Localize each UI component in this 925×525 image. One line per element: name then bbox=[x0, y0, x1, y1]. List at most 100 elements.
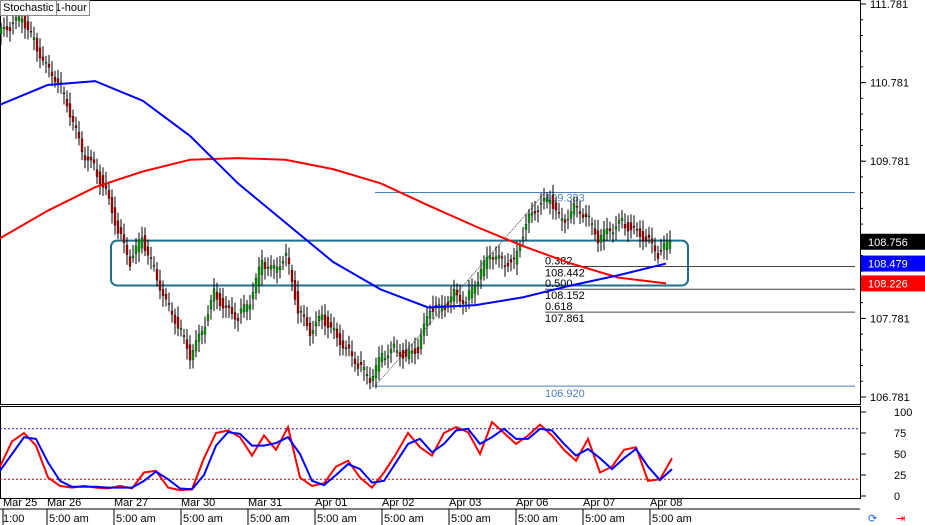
candle bbox=[377, 357, 381, 372]
candle bbox=[560, 218, 564, 221]
candle bbox=[584, 213, 588, 218]
date-label: Mar 25 bbox=[3, 497, 37, 509]
date-label: Mar 30 bbox=[181, 497, 215, 509]
candle bbox=[86, 156, 90, 161]
ma-red-line bbox=[0, 157, 667, 285]
candle bbox=[581, 214, 585, 218]
candle bbox=[338, 333, 342, 346]
candle bbox=[416, 347, 420, 354]
candle bbox=[641, 231, 645, 242]
candle bbox=[554, 202, 558, 211]
candle bbox=[494, 256, 498, 260]
candle bbox=[632, 226, 636, 228]
candle bbox=[119, 227, 123, 234]
candle bbox=[98, 171, 102, 185]
candle bbox=[422, 323, 426, 336]
candle bbox=[218, 293, 222, 307]
candle bbox=[209, 300, 213, 310]
candle bbox=[614, 226, 618, 230]
candle bbox=[518, 245, 522, 251]
candle bbox=[272, 264, 276, 269]
fib-price-label: 108.442 bbox=[545, 267, 585, 279]
candle bbox=[26, 21, 30, 31]
date-label: Mar 27 bbox=[114, 497, 148, 509]
candle bbox=[482, 260, 486, 276]
candle bbox=[110, 197, 114, 213]
time-label: 5:00 am bbox=[183, 513, 223, 525]
candle bbox=[257, 266, 261, 286]
time-label: 1:00 bbox=[3, 513, 24, 525]
candle bbox=[146, 246, 150, 256]
time-label: 5:00 am bbox=[451, 513, 491, 525]
candle bbox=[158, 280, 162, 291]
candle bbox=[224, 305, 228, 308]
candle bbox=[344, 347, 348, 350]
fib-high-label: 109.383 bbox=[545, 192, 585, 204]
stochastic-panel bbox=[0, 406, 861, 499]
candle bbox=[419, 335, 423, 349]
candle bbox=[515, 250, 519, 265]
candle bbox=[491, 257, 495, 260]
candle bbox=[569, 211, 573, 219]
candle bbox=[167, 303, 171, 305]
time-label: 5:00 am bbox=[317, 513, 357, 525]
candle bbox=[440, 305, 444, 312]
candle bbox=[269, 265, 273, 270]
candle bbox=[452, 289, 456, 302]
candle bbox=[188, 344, 192, 361]
stoch-tick-label: 25 bbox=[894, 470, 906, 482]
fib-ratio-label: 0.382 bbox=[545, 255, 573, 267]
candle bbox=[662, 243, 666, 250]
candle bbox=[323, 314, 327, 326]
candle bbox=[215, 291, 219, 300]
candle bbox=[248, 304, 252, 310]
candle bbox=[335, 328, 339, 338]
candle bbox=[50, 71, 54, 76]
date-label: Mar 31 bbox=[248, 497, 282, 509]
date-label: Mar 26 bbox=[47, 497, 81, 509]
candle bbox=[365, 374, 369, 377]
candle bbox=[593, 228, 597, 235]
candle bbox=[605, 228, 609, 234]
candle bbox=[551, 194, 555, 209]
candle bbox=[143, 235, 147, 251]
candle bbox=[227, 305, 231, 308]
time-label: 5:00 am bbox=[518, 513, 558, 525]
candle bbox=[410, 351, 414, 354]
candle bbox=[587, 215, 591, 218]
candle bbox=[212, 288, 216, 302]
candle bbox=[539, 203, 543, 205]
time-label: 5:00 am bbox=[49, 513, 89, 525]
current-price-label: 108.479 bbox=[868, 259, 908, 271]
candle bbox=[260, 259, 264, 275]
candle bbox=[473, 286, 477, 294]
stochastic-title: Stochastic bbox=[0, 0, 57, 16]
stoch-tick-label: 0 bbox=[894, 491, 900, 503]
candle bbox=[206, 314, 210, 321]
candle bbox=[449, 296, 453, 303]
date-label: Apr 01 bbox=[315, 497, 347, 509]
candle bbox=[299, 311, 303, 313]
candle bbox=[77, 131, 81, 139]
candle bbox=[557, 212, 561, 214]
date-label: Apr 02 bbox=[382, 497, 414, 509]
candle bbox=[290, 269, 294, 282]
candle bbox=[239, 308, 243, 314]
candle bbox=[356, 363, 360, 369]
candle bbox=[623, 224, 627, 229]
fib-low-label: 106.920 bbox=[545, 388, 585, 400]
candle bbox=[311, 330, 315, 334]
candle bbox=[332, 327, 336, 331]
candle bbox=[242, 304, 246, 312]
candle bbox=[44, 62, 48, 64]
candle bbox=[65, 99, 69, 107]
stoch-tick-label: 100 bbox=[894, 407, 912, 419]
candle bbox=[95, 169, 99, 177]
candle bbox=[185, 339, 189, 349]
candle bbox=[548, 199, 552, 204]
candle bbox=[35, 38, 39, 52]
time-label: 5:00 am bbox=[384, 513, 424, 525]
candle bbox=[521, 236, 525, 239]
candle bbox=[107, 190, 111, 199]
